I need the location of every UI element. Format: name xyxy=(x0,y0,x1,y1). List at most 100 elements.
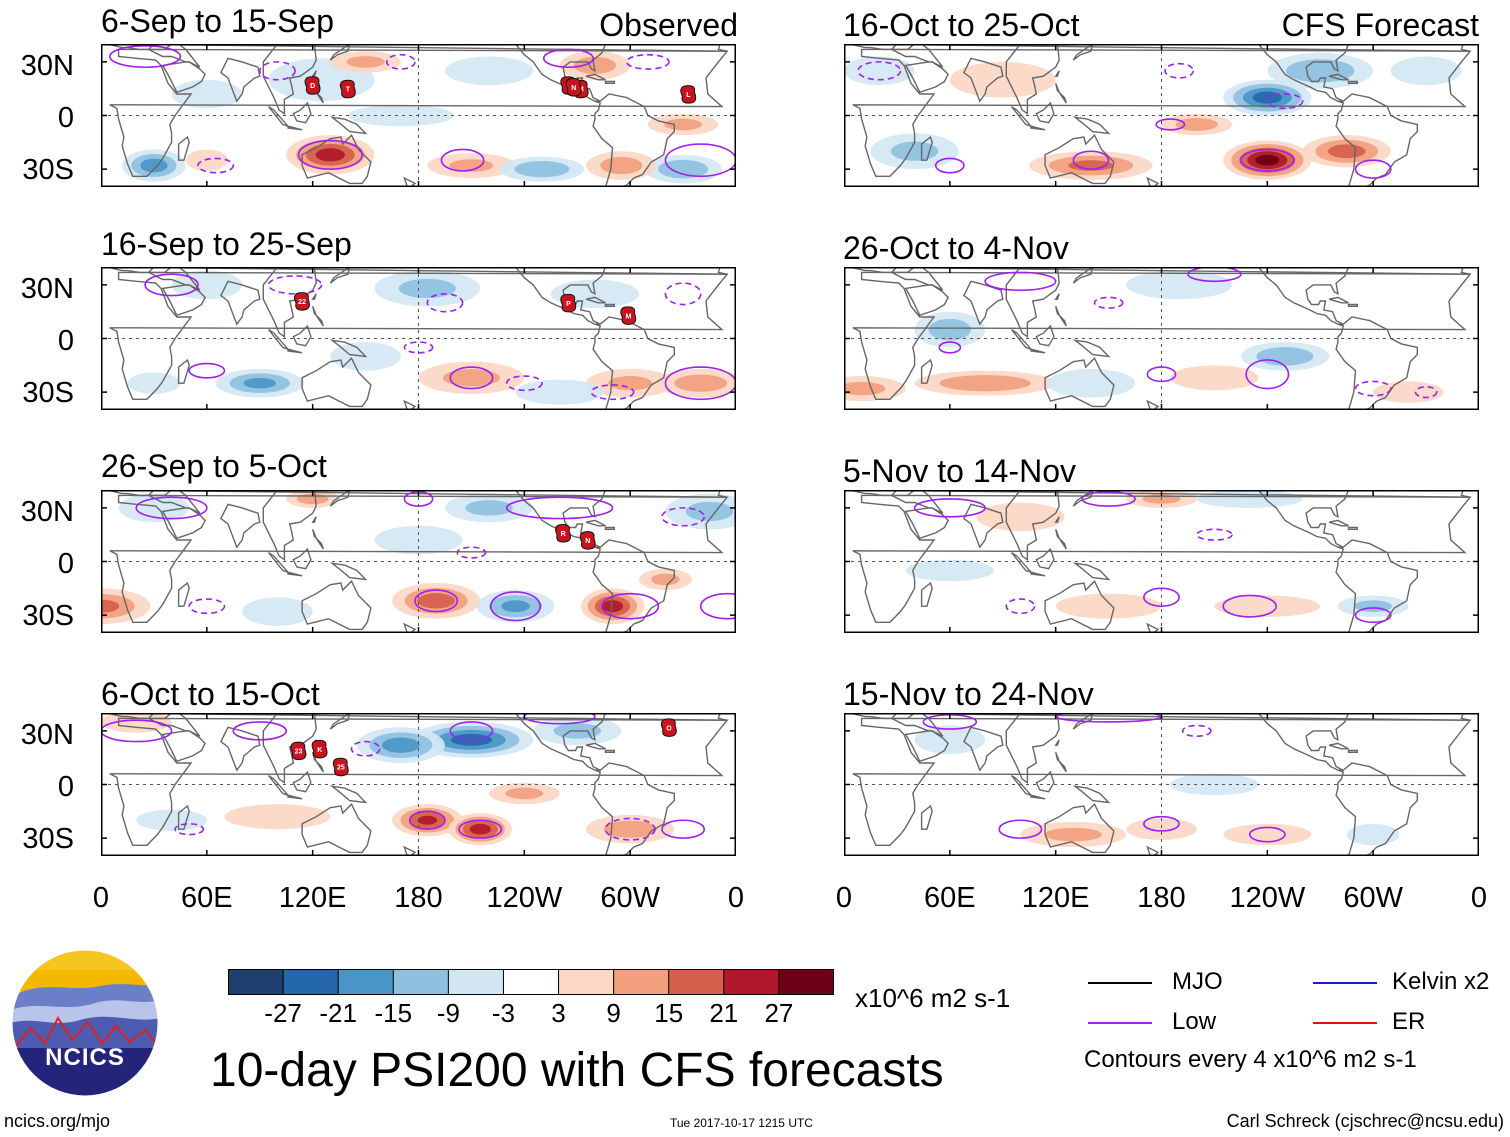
lat-30n-label: 30N xyxy=(20,496,74,528)
map-panel-26oct-4nov xyxy=(844,267,1479,410)
anomaly-blob xyxy=(890,141,939,161)
low-contour xyxy=(604,817,656,841)
storm-marker: R xyxy=(555,524,571,543)
low-contour xyxy=(403,341,434,354)
colorbar-segment xyxy=(613,969,670,995)
colorbar-segment xyxy=(778,969,834,995)
anomaly-blob xyxy=(844,56,915,86)
low-contour xyxy=(440,148,485,172)
low-contours xyxy=(857,61,1392,179)
low-contour xyxy=(1354,607,1392,624)
anomaly-blob xyxy=(1390,56,1462,86)
storm-label: R xyxy=(561,531,566,538)
anomaly-blob xyxy=(1373,381,1444,403)
anomaly-blob xyxy=(185,149,228,171)
lat-30s-label: 30S xyxy=(22,154,74,186)
lat-30n-label: 30N xyxy=(20,719,74,751)
storm-label: N xyxy=(571,85,576,92)
lon-label: 60W xyxy=(1343,882,1403,914)
anomaly-blob xyxy=(315,148,346,162)
storm-label: 23 xyxy=(295,749,303,756)
lat-0-label: 0 xyxy=(57,771,74,803)
anomaly-blob xyxy=(1255,154,1280,166)
anomaly-blob xyxy=(118,493,190,523)
lat-30s-label: 30S xyxy=(22,600,74,632)
low-contour xyxy=(101,719,173,743)
lat-30n-label: 30N xyxy=(20,50,74,82)
anomaly-blob xyxy=(514,161,570,178)
coastlines xyxy=(849,267,1472,410)
legend-er-line xyxy=(1313,1022,1377,1024)
low-contour xyxy=(1187,267,1242,283)
anomaly-blob xyxy=(346,56,385,68)
low-contour xyxy=(661,507,706,527)
low-contours xyxy=(109,44,736,178)
anomaly-blob xyxy=(608,376,653,391)
lon-label: 0 xyxy=(727,882,745,914)
anomaly-blob xyxy=(1346,823,1400,846)
anomaly-blob xyxy=(515,379,604,405)
low-contour xyxy=(934,157,965,174)
storm-marker: D xyxy=(304,76,321,95)
low-contour xyxy=(1354,159,1392,179)
anomaly-blob xyxy=(939,375,1031,392)
colorbar-tick-label: -9 xyxy=(436,998,460,1028)
anomaly-blob xyxy=(949,61,1056,98)
low-contour xyxy=(1240,148,1295,172)
anomaly-blob xyxy=(600,156,643,175)
anomaly-blob xyxy=(465,500,513,516)
colorbar-segment xyxy=(723,969,780,995)
low-contour xyxy=(1155,118,1186,131)
storm-marker: 23 xyxy=(290,741,307,761)
low-contour xyxy=(449,366,494,390)
coastlines xyxy=(106,490,729,633)
colorbar-tick-label: -21 xyxy=(319,998,357,1028)
anomaly-blob xyxy=(417,593,456,609)
low-contour xyxy=(258,61,296,81)
low-contour xyxy=(998,819,1043,839)
anomaly-blob xyxy=(657,159,709,179)
low-contour xyxy=(938,341,962,354)
colorbar-tick-label: 3 xyxy=(551,998,566,1028)
low-contour xyxy=(1146,366,1177,383)
low-contour xyxy=(1248,826,1286,843)
low-contour xyxy=(1143,587,1180,607)
anomaly-blob xyxy=(914,725,986,755)
coastlines xyxy=(849,713,1472,856)
coastlines xyxy=(106,267,729,410)
panel-5-title: 16-Oct to 25-Oct xyxy=(843,7,1080,43)
anomaly-blob xyxy=(140,158,168,173)
low-contour xyxy=(109,44,182,69)
low-contour xyxy=(1266,93,1304,110)
low-contour xyxy=(1222,594,1277,618)
lat-30s-label: 30S xyxy=(22,823,74,855)
anomaly-blob xyxy=(1126,270,1233,300)
low-contour xyxy=(664,143,736,178)
storm-marker: O xyxy=(660,718,677,737)
anomaly-blob xyxy=(664,118,703,131)
low-contour xyxy=(542,48,594,69)
low-contour xyxy=(1164,62,1195,79)
map-panel-5nov-14nov xyxy=(844,490,1479,633)
map-panel-16oct-25oct xyxy=(844,44,1479,187)
anomaly-blob xyxy=(1046,368,1136,398)
anomaly-blob xyxy=(469,823,491,835)
anomaly-blob xyxy=(505,787,544,800)
anomaly-blob xyxy=(928,318,971,341)
low-contour xyxy=(188,598,226,615)
anomaly-blob xyxy=(685,501,734,522)
colorbar-tick-label: 27 xyxy=(764,998,794,1028)
colorbar-tick-label: 9 xyxy=(606,998,621,1028)
low-contours xyxy=(144,273,736,401)
storm-marker: M xyxy=(620,306,637,325)
ncics-logo xyxy=(11,949,159,1097)
low-contour xyxy=(174,823,205,836)
colorbar-tick-label: -27 xyxy=(264,998,302,1028)
colorbar-units: x10^6 m2 s-1 xyxy=(855,983,1011,1013)
storm-label: T xyxy=(346,87,351,94)
lon-label: 60W xyxy=(600,882,660,914)
anomaly-blob xyxy=(243,377,276,389)
low-contour xyxy=(135,496,208,520)
storm-label: L xyxy=(686,92,691,99)
anomaly-blob xyxy=(1252,91,1283,104)
